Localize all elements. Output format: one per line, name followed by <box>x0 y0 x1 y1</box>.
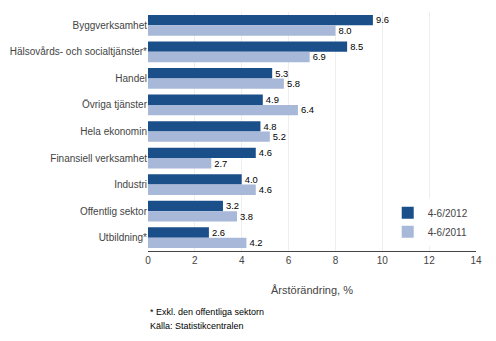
svg-text:8: 8 <box>333 255 339 266</box>
svg-text:4-6/2011: 4-6/2011 <box>428 227 467 238</box>
svg-text:6: 6 <box>286 255 292 266</box>
svg-text:8.0: 8.0 <box>338 25 351 36</box>
svg-text:0: 0 <box>145 255 151 266</box>
svg-text:4.2: 4.2 <box>249 237 262 248</box>
svg-text:Handel: Handel <box>115 73 147 84</box>
svg-text:4: 4 <box>239 255 245 266</box>
svg-text:Årstörändring, %: Årstörändring, % <box>271 284 353 296</box>
svg-text:Industri: Industri <box>114 179 147 190</box>
svg-text:2.6: 2.6 <box>212 227 225 238</box>
svg-text:Utbildning*: Utbildning* <box>99 232 147 243</box>
svg-text:12: 12 <box>424 255 436 266</box>
svg-text:4.0: 4.0 <box>245 174 258 185</box>
svg-text:5.3: 5.3 <box>275 68 288 79</box>
svg-text:9.6: 9.6 <box>376 14 389 25</box>
svg-text:Finansiell verksamhet: Finansiell verksamhet <box>50 153 147 164</box>
svg-text:4.9: 4.9 <box>266 94 279 105</box>
svg-text:2.7: 2.7 <box>214 158 227 169</box>
svg-text:3.8: 3.8 <box>240 211 253 222</box>
svg-text:* Exkl. den offentliga sektorn: * Exkl. den offentliga sektorn <box>150 307 264 317</box>
svg-text:Hela ekonomin: Hela ekonomin <box>80 126 147 137</box>
svg-text:6.9: 6.9 <box>313 51 326 62</box>
svg-text:5.8: 5.8 <box>287 78 300 89</box>
svg-text:3.2: 3.2 <box>226 200 239 211</box>
svg-text:Byggverksamhet: Byggverksamhet <box>73 20 148 31</box>
svg-text:Hälsovårds- och socialtjänster: Hälsovårds- och socialtjänster* <box>10 46 147 57</box>
svg-text:4.6: 4.6 <box>259 147 272 158</box>
svg-text:6.4: 6.4 <box>301 104 314 115</box>
svg-text:Källa: Statistikcentralen: Källa: Statistikcentralen <box>150 321 244 331</box>
svg-text:Offentlig sektor: Offentlig sektor <box>80 206 148 217</box>
svg-text:2: 2 <box>192 255 198 266</box>
svg-text:10: 10 <box>377 255 389 266</box>
svg-text:14: 14 <box>470 255 482 266</box>
svg-text:Övriga tjänster: Övriga tjänster <box>82 99 148 110</box>
svg-text:4.6: 4.6 <box>259 184 272 195</box>
svg-text:4.8: 4.8 <box>263 121 276 132</box>
svg-text:5.2: 5.2 <box>273 131 286 142</box>
svg-text:8.5: 8.5 <box>350 41 363 52</box>
svg-text:4-6/2012: 4-6/2012 <box>428 208 468 219</box>
